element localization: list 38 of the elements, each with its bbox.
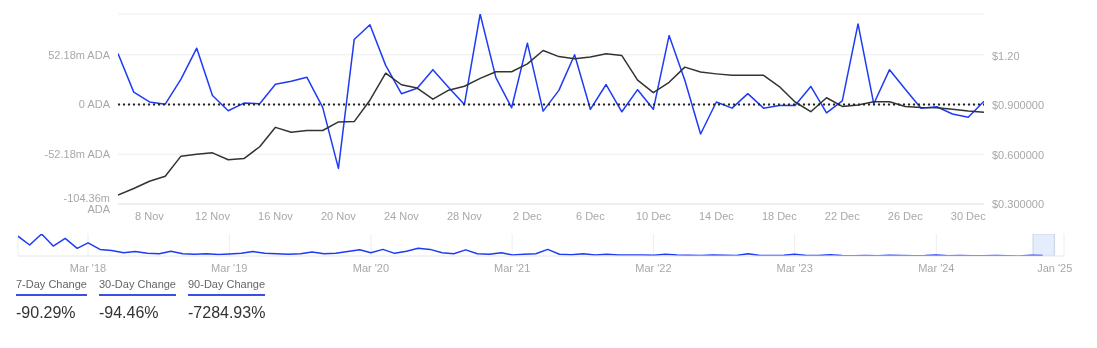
x-tick-label: Mar '18 bbox=[69, 261, 107, 274]
y-tick-label: 0 ADA bbox=[78, 98, 111, 111]
x-tick-label: Mar '22 bbox=[635, 261, 672, 274]
text: 7-Day Change bbox=[16, 278, 87, 296]
x-tick-label: 28 Nov bbox=[446, 209, 483, 222]
y2-tick-label: $0.600000 bbox=[992, 148, 1044, 161]
x-tick-label: 30 Dec bbox=[950, 209, 987, 222]
text: -90.29% bbox=[16, 304, 77, 322]
x-tick-label: Mar '23 bbox=[776, 261, 813, 274]
x-tick-label: Jan '25 bbox=[1037, 261, 1073, 274]
x-tick-label: 12 Nov bbox=[195, 209, 231, 222]
line-series bbox=[118, 49, 984, 196]
y2-tick-label: $0.300000 bbox=[992, 197, 1044, 210]
x-tick-label: 8 Nov bbox=[135, 209, 165, 222]
line-series bbox=[118, 14, 984, 170]
y2-tick-label: $0.900000 bbox=[992, 99, 1044, 112]
y-tick-label: -104.36m ADA bbox=[63, 192, 111, 216]
text: 90-Day Change bbox=[188, 278, 266, 296]
x-tick-label: 16 Nov bbox=[258, 209, 294, 222]
x-tick-label: 14 Dec bbox=[698, 209, 735, 222]
y-tick-label: 52.18m ADA bbox=[48, 48, 111, 61]
x-tick-label: Mar '24 bbox=[918, 261, 955, 274]
x-tick-label: 26 Dec bbox=[887, 209, 924, 222]
text: 30-Day Change bbox=[98, 278, 176, 296]
x-tick-label: 2 Dec bbox=[513, 209, 543, 222]
text: -7284.93% bbox=[188, 304, 266, 322]
x-tick-label: 10 Dec bbox=[635, 209, 672, 222]
x-tick-label: 20 Nov bbox=[321, 209, 357, 222]
x-tick-label: 6 Dec bbox=[575, 209, 606, 222]
x-tick-label: 18 Dec bbox=[761, 209, 798, 222]
x-tick-label: 24 Nov bbox=[383, 209, 420, 222]
x-tick-label: 22 Dec bbox=[824, 209, 861, 222]
y2-tick-label: $1.20 bbox=[992, 49, 1020, 62]
x-tick-label: Mar '19 bbox=[211, 261, 248, 274]
text: -94.46% bbox=[98, 304, 160, 322]
x-tick-label: Mar '20 bbox=[352, 261, 390, 274]
x-tick-label: Mar '21 bbox=[494, 261, 531, 274]
y-tick-label: -52.18m ADA bbox=[44, 148, 111, 161]
